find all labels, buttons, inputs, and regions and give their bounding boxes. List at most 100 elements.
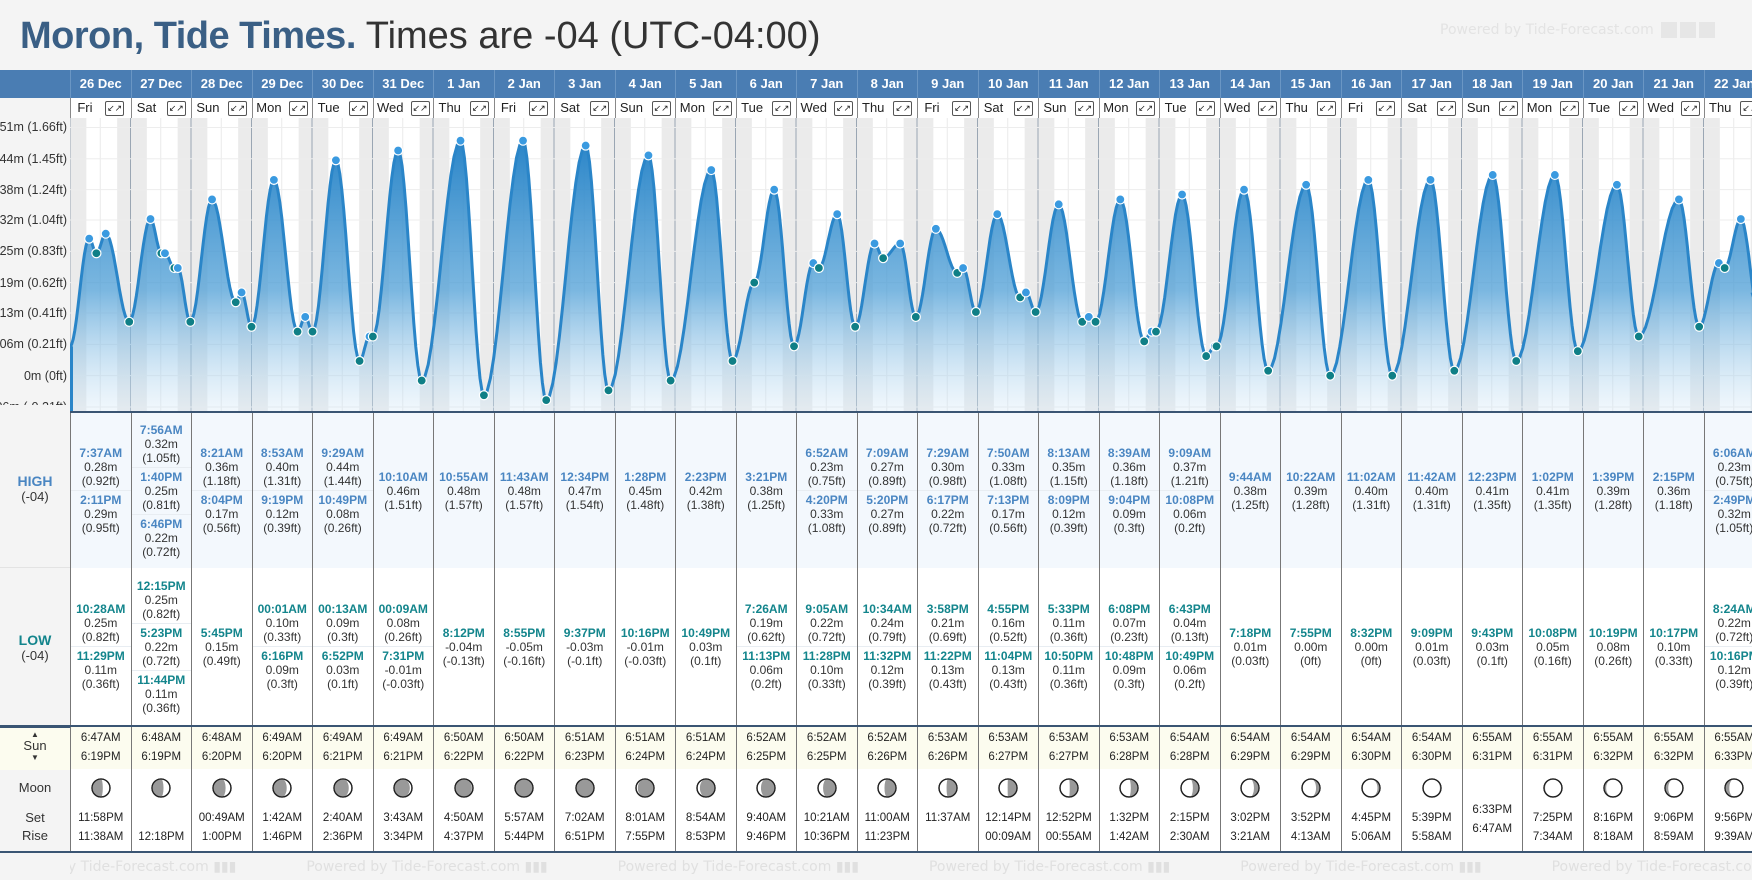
- high-tide-marker: [869, 238, 880, 249]
- low-tide-time: 3:58PM: [926, 602, 969, 616]
- expand-day-button[interactable]: ↙↗: [1136, 100, 1156, 116]
- low-tide-marker: [541, 395, 552, 406]
- moonset-time: 12:14PM: [985, 812, 1032, 824]
- sunset-time: 6:24PM: [625, 751, 666, 763]
- low-tide-feet: (0.23ft): [1110, 630, 1149, 644]
- high-tide-feet: (1.31ft): [1352, 497, 1391, 512]
- sun-cell: 6:51AM 6:24PM: [675, 727, 736, 769]
- high-tide-marker: [895, 238, 906, 249]
- moon-phase-icon: [1422, 778, 1442, 798]
- sunset-time: 6:28PM: [1169, 751, 1210, 763]
- expand-day-button[interactable]: ↙↗: [1257, 100, 1277, 116]
- sunrise-time: 6:55AM: [1472, 732, 1513, 744]
- expand-day-button[interactable]: ↙↗: [590, 100, 610, 116]
- low-tide-feet: (0.82ft): [142, 606, 181, 621]
- moon-phase-icon: [696, 778, 716, 798]
- expand-day-button[interactable]: ↙↗: [348, 100, 368, 116]
- sunrise-time: 6:51AM: [625, 732, 666, 744]
- high-tz-label: (-04): [21, 489, 49, 504]
- high-tide-time: 7:29AM: [926, 446, 970, 460]
- high-tide-time: 11:02AM: [1346, 469, 1396, 484]
- day-column: 8 Jan Thu ↙↗: [856, 70, 917, 850]
- expand-day-button[interactable]: ↙↗: [651, 100, 671, 116]
- low-tide-meters: 0.05m: [1536, 639, 1570, 654]
- expand-day-button[interactable]: ↙↗: [1681, 100, 1700, 116]
- expand-day-button[interactable]: ↙↗: [772, 100, 792, 116]
- high-tide-marker: [992, 209, 1003, 220]
- sunrise-time: 6:53AM: [1048, 732, 1089, 744]
- high-tide-time: 7:13PM: [987, 493, 1030, 507]
- expand-day-button[interactable]: ↙↗: [1075, 100, 1095, 116]
- high-tide-meters: 0.38m: [749, 483, 783, 498]
- expand-day-button[interactable]: ↙↗: [712, 100, 732, 116]
- high-tide-entry: 7:29AM 0.30m (0.98ft): [918, 444, 978, 490]
- moonset-time: 8:54AM: [685, 812, 726, 824]
- low-tide-entry: 7:55PM 0.00m (0ft): [1281, 624, 1341, 670]
- expand-day-button[interactable]: ↙↗: [1316, 100, 1336, 116]
- low-tide-cell: 10:19PM 0.08m (0.26ft): [1582, 568, 1643, 725]
- expand-day-button[interactable]: ↙↗: [1740, 100, 1752, 116]
- low-tide-feet: (0.1ft): [327, 677, 359, 691]
- night-shade: [480, 118, 494, 413]
- expand-day-button[interactable]: ↙↗: [1195, 100, 1215, 116]
- table-bottom-border: [0, 851, 1752, 853]
- expand-day-button[interactable]: ↙↗: [1559, 100, 1579, 116]
- sun-cell: 6:51AM 6:23PM: [554, 727, 615, 769]
- low-tide-entry: 9:43PM 0.03m (0.1ft): [1463, 624, 1523, 670]
- high-tide-meters: 0.17m: [205, 507, 239, 521]
- expand-day-button[interactable]: ↙↗: [1013, 100, 1033, 116]
- expand-day-button[interactable]: ↙↗: [469, 100, 489, 116]
- low-tide-time: 7:18PM: [1229, 625, 1272, 640]
- high-tide-feet: (0.2ft): [1174, 521, 1206, 535]
- day-column: 5 Jan Mon ↙↗: [675, 70, 736, 850]
- sunset-time: 6:23PM: [564, 751, 605, 763]
- sunset-time: 6:28PM: [1109, 751, 1150, 763]
- moon-phase-icon: [1664, 778, 1684, 798]
- moonset-time: 5:39PM: [1411, 812, 1452, 824]
- high-tide-time: 10:08PM: [1165, 493, 1215, 507]
- sunrise-time: 6:52AM: [746, 732, 787, 744]
- expand-day-button[interactable]: ↙↗: [952, 100, 972, 116]
- low-tide-feet: (0.62ft): [747, 630, 786, 644]
- high-tide-time: 1:39PM: [1592, 469, 1635, 484]
- high-tide-time: 12:34PM: [560, 469, 610, 484]
- day-column: 31 Dec Wed ↙↗: [372, 70, 433, 850]
- high-tide-meters: 0.33m: [991, 460, 1025, 474]
- low-tide-time: 5:23PM: [140, 625, 183, 640]
- high-tide-entry: 7:09AM 0.27m (0.89ft): [858, 444, 918, 490]
- low-tide-meters: 0.00m: [1294, 639, 1328, 654]
- low-tide-entry: 11:28PM 0.10m (0.33ft): [797, 646, 857, 693]
- low-tide-time: 11:22PM: [923, 649, 972, 663]
- moon-phase-icon: [817, 778, 837, 798]
- sun-cell: 6:55AM 6:32PM: [1643, 727, 1704, 769]
- y-tick-label: 0.38m (1.24ft): [0, 182, 67, 197]
- day-column: 28 Dec Sun ↙↗: [191, 70, 252, 850]
- expand-day-button[interactable]: ↙↗: [1375, 100, 1395, 116]
- expand-day-button[interactable]: ↙↗: [893, 100, 913, 116]
- moon-phase-icon: [514, 778, 534, 798]
- expand-day-button[interactable]: ↙↗: [166, 100, 186, 116]
- day-of-week-text: Thu: [438, 100, 461, 115]
- expand-day-button[interactable]: ↙↗: [1619, 100, 1639, 116]
- expand-day-button[interactable]: ↙↗: [1498, 100, 1518, 116]
- low-tide-cell: 5:33PM 0.11m (0.36ft) 10:50PM 0.11m (0.36ft): [1038, 568, 1099, 725]
- moon-phase-icon: [1180, 778, 1200, 798]
- expand-day-button[interactable]: ↙↗: [228, 100, 248, 116]
- day-of-week: Wed ↙↗: [1643, 98, 1704, 118]
- expand-day-button[interactable]: ↙↗: [528, 100, 548, 116]
- moon-label: Moon Set Rise: [0, 770, 70, 850]
- day-date: 5 Jan: [675, 70, 736, 98]
- sunset-time: 6:24PM: [685, 751, 726, 763]
- expand-day-button[interactable]: ↙↗: [289, 100, 309, 116]
- low-tide-time: 9:43PM: [1471, 625, 1514, 640]
- powered-by-text: Powered by Tide-Forecast.com: [1440, 22, 1654, 38]
- expand-day-button[interactable]: ↙↗: [1437, 100, 1457, 116]
- expand-day-button[interactable]: ↙↗: [105, 100, 125, 116]
- high-tide-cell: 9:44AM 0.38m (1.25ft): [1219, 413, 1280, 568]
- expand-day-button[interactable]: ↙↗: [410, 100, 430, 116]
- moonset-time: 3:52PM: [1290, 812, 1331, 824]
- moon-cell: 11:37AM: [917, 769, 978, 851]
- high-tide-marker: [930, 223, 941, 234]
- expand-day-button[interactable]: ↙↗: [834, 100, 853, 116]
- night-shade: [419, 118, 433, 413]
